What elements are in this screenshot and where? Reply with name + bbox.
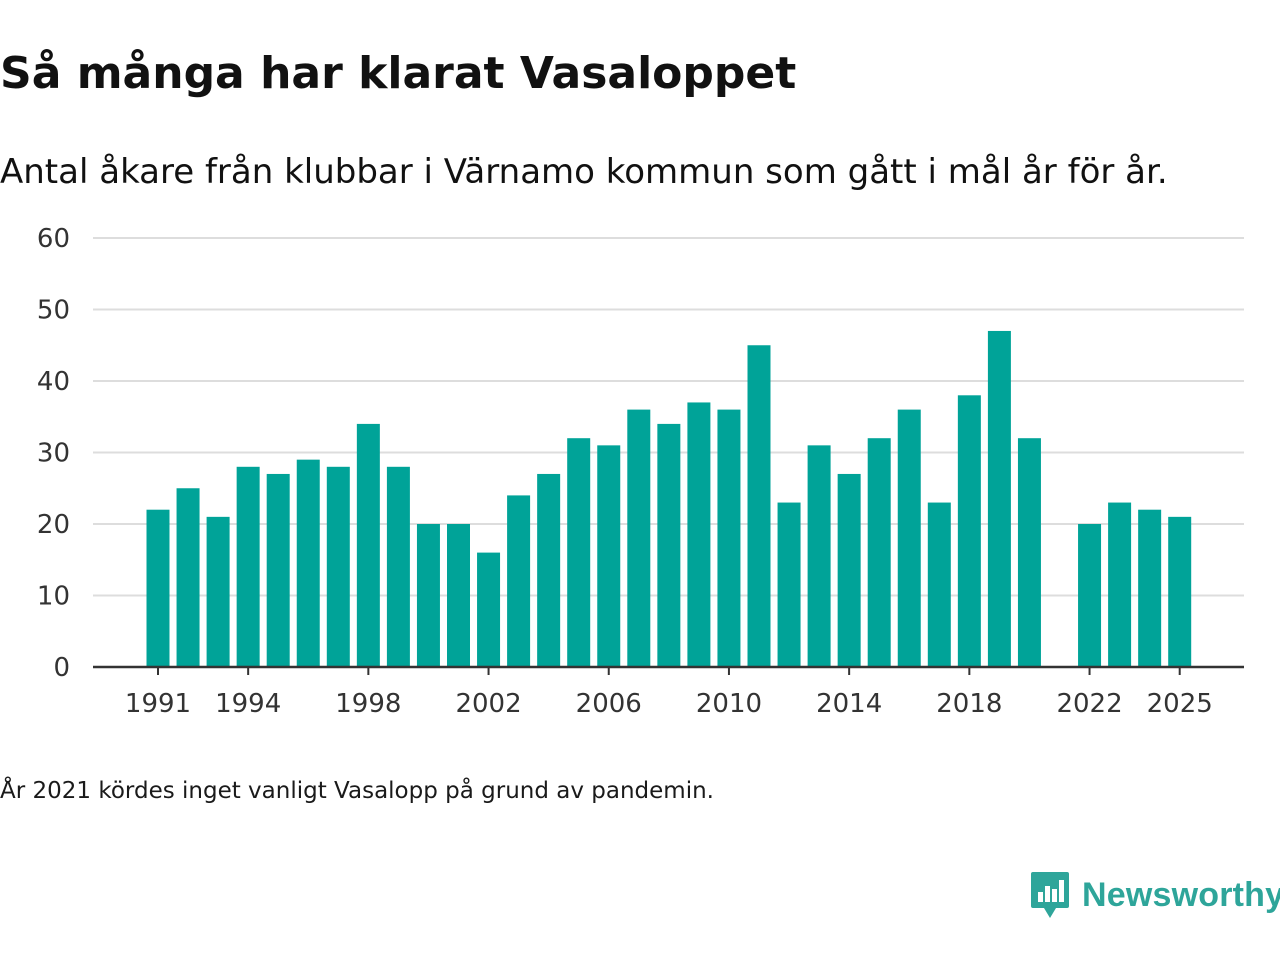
x-tick-label: 1991 xyxy=(125,689,191,719)
bar-2017 xyxy=(927,502,951,667)
y-tick-label: 30 xyxy=(37,439,70,469)
bar-2016 xyxy=(897,409,921,667)
newsworthy-logo-icon xyxy=(1031,872,1069,918)
bar-2010 xyxy=(717,409,741,667)
y-axis-ticks: 0 10 20 30 40 50 60 xyxy=(37,224,70,683)
x-tick-label: 2014 xyxy=(816,689,882,719)
x-tick-label: 2022 xyxy=(1056,689,1122,719)
bar-1991 xyxy=(146,509,170,667)
bar-1992 xyxy=(176,488,200,667)
bar-1993 xyxy=(206,516,230,667)
bar-2013 xyxy=(807,445,831,667)
y-tick-label: 20 xyxy=(37,510,70,540)
bar-2024 xyxy=(1138,509,1162,667)
bar-2020 xyxy=(1017,438,1041,667)
bar-1995 xyxy=(266,473,290,667)
bar-1998 xyxy=(356,423,380,667)
bar-1994 xyxy=(236,466,260,667)
y-tick-label: 0 xyxy=(53,653,70,683)
bars xyxy=(146,330,1192,667)
x-tick-label: 1998 xyxy=(335,689,401,719)
brand-name: Newsworthy xyxy=(1082,875,1280,914)
bar-2011 xyxy=(747,345,771,667)
bar-2003 xyxy=(507,495,531,667)
bar-1996 xyxy=(296,459,320,667)
brand-logo[interactable]: Newsworthy xyxy=(1030,870,1280,920)
bar-1999 xyxy=(386,466,410,667)
bar-2004 xyxy=(537,473,561,667)
footnote: År 2021 kördes inget vanligt Vasalopp på… xyxy=(0,778,714,804)
x-tick-label: 2010 xyxy=(696,689,762,719)
x-tick-label: 2006 xyxy=(576,689,642,719)
y-tick-label: 50 xyxy=(37,296,70,326)
bar-2014 xyxy=(837,473,861,667)
bar-2005 xyxy=(567,438,591,667)
x-axis-ticks: 1991 1994 1998 2002 2006 2010 2014 2018 2022 2025 xyxy=(125,667,1213,719)
bar-2018 xyxy=(957,395,981,667)
bar-2001 xyxy=(447,524,470,667)
bar-2006 xyxy=(597,445,621,667)
bar-2025 xyxy=(1168,516,1192,667)
x-tick-label: 1994 xyxy=(215,689,281,719)
bar-chart: 0 10 20 30 40 50 60 1991 1994 1998 2002 2006 2010 20… xyxy=(37,224,1244,719)
y-tick-label: 60 xyxy=(37,224,70,254)
bar-2007 xyxy=(627,409,651,667)
bar-2019 xyxy=(987,330,1011,667)
bar-2015 xyxy=(867,438,891,667)
bar-2000 xyxy=(416,524,440,667)
bar-2009 xyxy=(687,402,711,667)
bar-2023 xyxy=(1108,502,1132,667)
bar-2008 xyxy=(657,423,681,667)
x-tick-label: 2018 xyxy=(936,689,1002,719)
bar-2002 xyxy=(477,552,501,667)
chart-title: Så många har klarat Vasaloppet xyxy=(0,48,797,99)
chart-subtitle: Antal åkare från klubbar i Värnamo kommu… xyxy=(0,152,1168,192)
bar-2012 xyxy=(777,502,801,667)
bar-2022 xyxy=(1078,524,1102,667)
bar-1997 xyxy=(326,466,350,667)
y-tick-label: 10 xyxy=(37,582,70,612)
x-tick-label: 2025 xyxy=(1147,689,1213,719)
x-tick-label: 2002 xyxy=(455,689,521,719)
y-tick-label: 40 xyxy=(37,367,70,397)
